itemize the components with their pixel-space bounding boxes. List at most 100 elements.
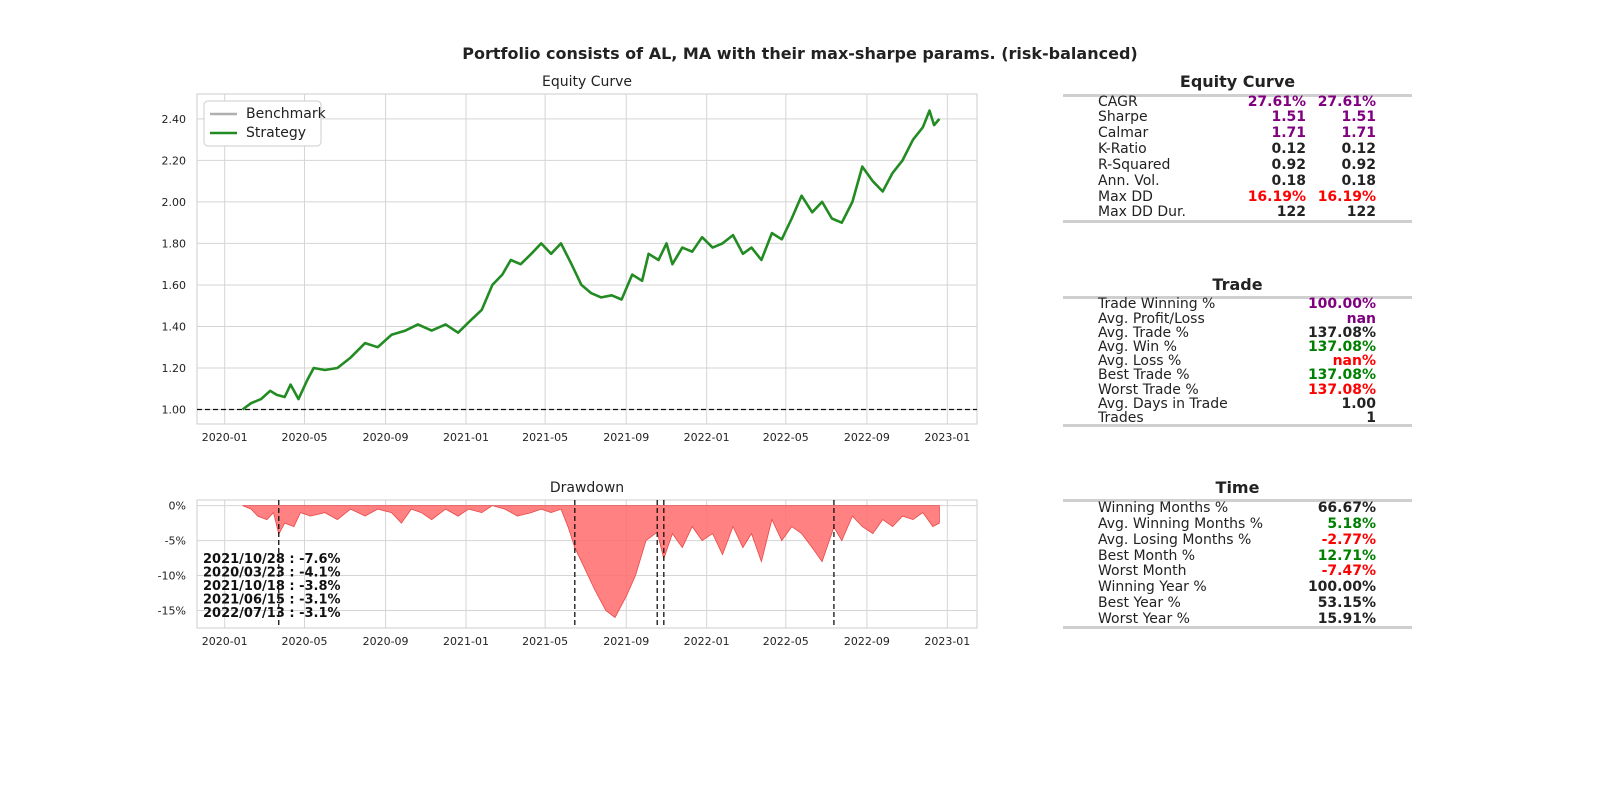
table-bottom-rule (1063, 220, 1412, 223)
row-value: 5.18% (1327, 516, 1376, 532)
drawdown-x-tick-label: 2021-09 (603, 635, 649, 648)
row-value: 137.08% (1307, 325, 1376, 341)
table-row: Avg. Losing Months % -2.77% (1098, 533, 1376, 547)
table-row: Winning Year % 100.00% (1098, 580, 1376, 594)
table-row: Best Trade % 137.08% (1098, 368, 1376, 382)
table-row: Ann. Vol. 0.18 0.18 (1098, 174, 1376, 188)
strategy-line (241, 109, 941, 411)
table-row: K-Ratio 0.12 0.12 (1098, 142, 1376, 156)
row-value-1: 27.61% (1247, 94, 1306, 110)
row-value-1: 16.19% (1247, 189, 1306, 205)
equity-x-tick-label: 2020-05 (281, 431, 327, 444)
row-label: Avg. Loss % (1098, 353, 1182, 369)
table-row: Max DD Dur. 122 122 (1098, 205, 1376, 219)
row-value: 1.51 (1341, 109, 1376, 125)
row-value: 1 (1366, 410, 1376, 426)
row-label: Max DD Dur. (1098, 204, 1186, 220)
table-row: Trade Winning % 100.00% (1098, 297, 1376, 311)
row-label: Avg. Win % (1098, 339, 1177, 355)
row-value: 27.61% (1317, 94, 1376, 110)
equity-x-tick-label: 2021-05 (522, 431, 568, 444)
row-label: Best Year % (1098, 595, 1181, 611)
equity-x-tick-label: 2020-09 (363, 431, 409, 444)
drawdown-x-tick-label: 2020-09 (363, 635, 409, 648)
row-label: Avg. Days in Trade (1098, 396, 1228, 412)
row-value: 137.08% (1307, 382, 1376, 398)
drawdown-chart-title: Drawdown (550, 480, 624, 496)
table-row: Calmar 1.71 1.71 (1098, 126, 1376, 140)
row-label: Worst Month (1098, 563, 1187, 579)
table-bottom-rule (1063, 424, 1412, 427)
row-value: 66.67% (1317, 500, 1376, 516)
drawdown-y-tick-label: 0% (169, 500, 186, 513)
row-label: Best Trade % (1098, 367, 1190, 383)
drawdown-y-tick-label: -15% (158, 605, 186, 618)
row-label: Worst Year % (1098, 611, 1190, 627)
drawdown-annotation: 2021/10/18 : -3.8% (203, 579, 341, 594)
row-label: Avg. Winning Months % (1098, 516, 1264, 532)
legend-benchmark-label: Benchmark (246, 106, 327, 122)
table-row: Avg. Profit/Loss nan (1098, 312, 1376, 326)
table-title: Time (1215, 478, 1260, 497)
table-row: Avg. Win % 137.08% (1098, 340, 1376, 354)
row-value: 100.00% (1307, 579, 1376, 595)
table-title: Equity Curve (1179, 72, 1296, 91)
row-label: CAGR (1098, 94, 1138, 110)
row-value: 137.08% (1307, 339, 1376, 355)
equity-x-tick-label: 2022-09 (844, 431, 890, 444)
equity-chart-title: Equity Curve (542, 74, 632, 90)
legend-strategy-label: Strategy (246, 125, 306, 141)
table-row: Avg. Trade % 137.08% (1098, 326, 1376, 340)
row-label: Avg. Trade % (1098, 325, 1189, 341)
table-top-rule (1063, 296, 1412, 299)
table-row: Best Month % 12.71% (1098, 549, 1376, 563)
table-row: Trades 1 (1098, 411, 1376, 425)
table-row: Avg. Loss % nan% (1098, 354, 1376, 368)
table-bottom-rule (1063, 626, 1412, 629)
equity-y-tick-label: 1.60 (162, 279, 187, 292)
row-value: 16.19% (1317, 189, 1376, 205)
table-row: Worst Year % 15.91% (1098, 612, 1376, 626)
drawdown-x-tick-label: 2022-01 (684, 635, 730, 648)
equity-y-tick-label: 2.00 (162, 196, 187, 209)
row-label: Max DD (1098, 189, 1153, 205)
row-value-1: 0.18 (1271, 173, 1306, 189)
equity-x-tick-label: 2023-01 (924, 431, 970, 444)
row-label: Ann. Vol. (1098, 173, 1160, 189)
table-row: Sharpe 1.51 1.51 (1098, 110, 1376, 124)
row-value-1: 0.92 (1271, 157, 1306, 173)
equity-x-tick-label: 2021-09 (603, 431, 649, 444)
drawdown-x-tick-label: 2020-01 (202, 635, 248, 648)
drawdown-x-tick-label: 2021-05 (522, 635, 568, 648)
table-top-rule (1063, 94, 1412, 97)
equity-y-tick-label: 2.20 (162, 154, 187, 167)
table-row: R-Squared 0.92 0.92 (1098, 158, 1376, 172)
equity-y-tick-label: 1.40 (162, 320, 187, 333)
table-row: Worst Month -7.47% (1098, 564, 1376, 578)
row-value: nan (1346, 311, 1376, 327)
drawdown-annotation: 2021/10/28 : -7.6% (203, 552, 341, 567)
drawdown-y-tick-label: -5% (165, 535, 186, 548)
equity-y-tick-label: 1.80 (162, 237, 187, 250)
row-value: 1.71 (1341, 125, 1376, 141)
table-row: Avg. Winning Months % 5.18% (1098, 517, 1376, 531)
row-label: Trade Winning % (1098, 296, 1216, 312)
row-label: Sharpe (1098, 109, 1148, 125)
drawdown-annotation: 2020/03/23 : -4.1% (203, 566, 341, 581)
row-label: Best Month % (1098, 548, 1196, 564)
equity-x-tick-label: 2020-01 (202, 431, 248, 444)
table-row: Winning Months % 66.67% (1098, 501, 1376, 515)
equity-y-tick-label: 1.00 (162, 403, 187, 416)
row-label: K-Ratio (1098, 141, 1147, 157)
row-value-1: 0.12 (1271, 141, 1306, 157)
row-label: Trades (1098, 410, 1144, 426)
row-label: R-Squared (1098, 157, 1171, 173)
drawdown-annotation: 2022/07/13 : -3.1% (203, 606, 341, 621)
table-row: CAGR 27.61% 27.61% (1098, 95, 1376, 109)
table-row: Best Year % 53.15% (1098, 596, 1376, 610)
row-value: 0.18 (1341, 173, 1376, 189)
table-row: Worst Trade % 137.08% (1098, 383, 1376, 397)
row-value: -7.47% (1321, 563, 1376, 579)
row-label: Worst Trade % (1098, 382, 1199, 398)
equity-x-tick-label: 2021-01 (443, 431, 489, 444)
